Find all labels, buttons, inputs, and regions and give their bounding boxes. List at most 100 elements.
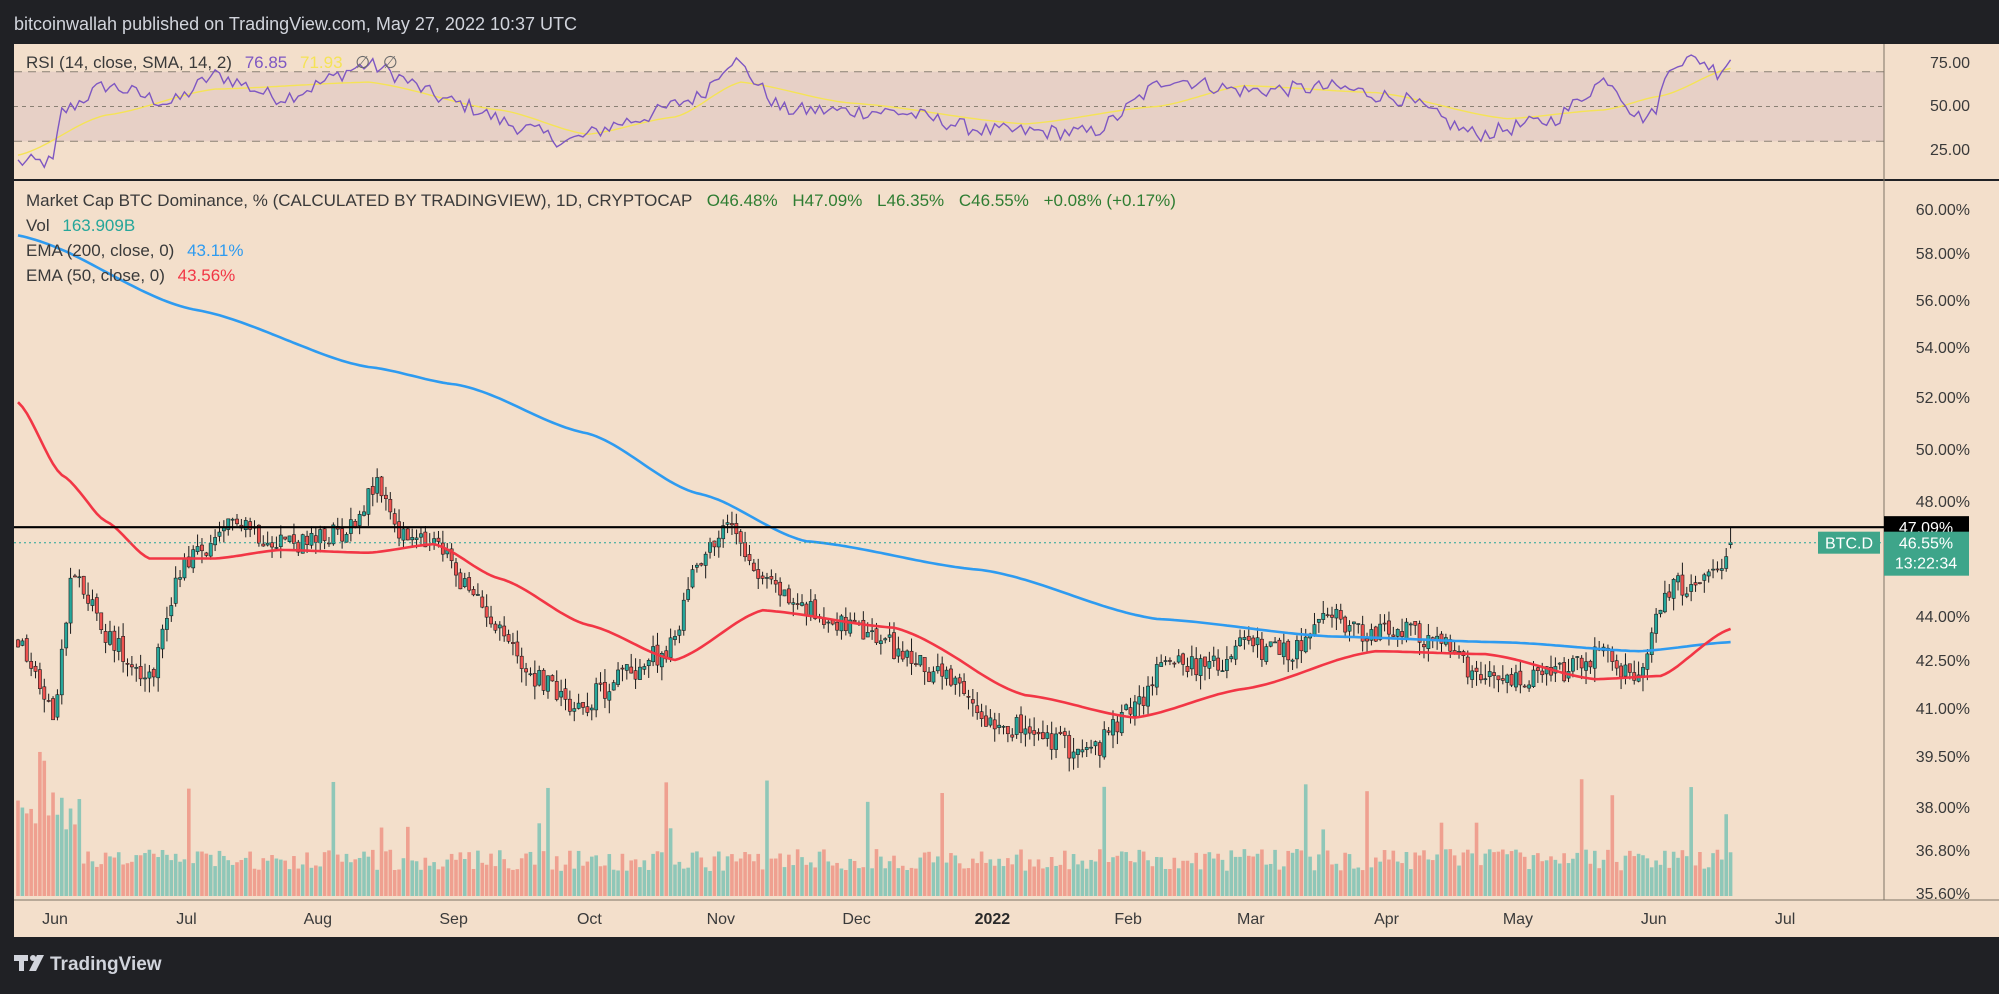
candle-up[interactable] (156, 647, 161, 679)
candle-up[interactable] (1076, 748, 1080, 755)
candle-up[interactable] (988, 717, 993, 726)
ema50-line[interactable] (17, 401, 1732, 719)
candle-up[interactable] (143, 677, 147, 680)
candle-down[interactable] (524, 668, 528, 673)
candle-down[interactable] (1365, 638, 1369, 642)
candle-down[interactable] (506, 634, 511, 642)
candle-up[interactable] (274, 547, 279, 549)
candle-down[interactable] (1387, 620, 1391, 635)
candle-down[interactable] (261, 543, 266, 547)
candle-down[interactable] (484, 606, 489, 618)
candle-down[interactable] (186, 556, 191, 568)
candle-down[interactable] (480, 596, 485, 608)
candle-down[interactable] (33, 665, 38, 672)
candle-up[interactable] (1689, 584, 1694, 592)
candle-down[interactable] (567, 698, 572, 712)
candle-down[interactable] (1417, 623, 1422, 643)
time-axis[interactable]: Jun Jul Aug Sep Oct Nov Dec 2022 Feb Mar Apr May Jun… (42, 911, 1795, 928)
candle-up[interactable] (1159, 662, 1164, 667)
candle-down[interactable] (957, 677, 962, 684)
candle-down[interactable] (1185, 666, 1190, 672)
candle-up[interactable] (108, 631, 112, 645)
candle-down[interactable] (1141, 696, 1146, 706)
candle-down[interactable] (532, 673, 537, 687)
candle-up[interactable] (721, 525, 726, 540)
candle-up[interactable] (165, 618, 169, 630)
candle-up[interactable] (1312, 624, 1317, 636)
candle-up[interactable] (616, 669, 620, 685)
candle-up[interactable] (1408, 623, 1413, 626)
candle-down[interactable] (541, 669, 546, 691)
candle-down[interactable] (86, 594, 90, 604)
candle-up[interactable] (1575, 656, 1580, 658)
candle-up[interactable] (690, 569, 695, 588)
candle-down[interactable] (992, 719, 997, 730)
candle-up[interactable] (134, 667, 139, 669)
candle-up[interactable] (1702, 574, 1707, 581)
candle-up[interactable] (1198, 658, 1203, 676)
candle-up[interactable] (1273, 641, 1277, 644)
candle-up[interactable] (800, 602, 804, 606)
candle-up[interactable] (309, 533, 314, 546)
candle-down[interactable] (305, 535, 309, 545)
candle-down[interactable] (773, 580, 778, 585)
candle-up[interactable] (1527, 684, 1532, 689)
candle-up[interactable] (826, 621, 831, 624)
candle-down[interactable] (99, 612, 104, 631)
candle-down[interactable] (984, 715, 988, 727)
candle-down[interactable] (388, 498, 393, 513)
candle-up[interactable] (208, 543, 213, 557)
candle-up[interactable] (1238, 637, 1242, 647)
candle-up[interactable] (1684, 593, 1689, 597)
candle-down[interactable] (1067, 735, 1072, 759)
candle-down[interactable] (151, 669, 156, 678)
candle-up[interactable] (20, 640, 25, 646)
ema200-line[interactable] (17, 234, 1731, 653)
candle-down[interactable] (1097, 742, 1102, 756)
candle-up[interactable] (1264, 646, 1269, 662)
candle-up[interactable] (419, 533, 423, 538)
price-axis[interactable]: 60.00% 58.00% 56.00% 54.00% 52.00% 50.00% 48.0… (1916, 202, 1970, 903)
candle-up[interactable] (1356, 623, 1361, 625)
candle-up[interactable] (528, 673, 533, 676)
candle-down[interactable] (397, 521, 401, 539)
candle-up[interactable] (169, 605, 174, 617)
candle-down[interactable] (37, 669, 42, 689)
candle-down[interactable] (1172, 662, 1177, 665)
candle-up[interactable] (68, 577, 73, 624)
candle-up[interactable] (1290, 659, 1295, 662)
candle-up[interactable] (116, 638, 121, 652)
candle-down[interactable] (24, 638, 29, 662)
candle-up[interactable] (1084, 747, 1089, 750)
candle-up[interactable] (318, 529, 323, 544)
candle-down[interactable] (760, 575, 765, 579)
candle-up[interactable] (1352, 621, 1356, 625)
candle-up[interactable] (1124, 704, 1129, 710)
candle-up[interactable] (1378, 623, 1383, 640)
candle-up[interactable] (77, 576, 82, 579)
candle-down[interactable] (370, 486, 375, 495)
candle-down[interactable] (256, 524, 261, 544)
candle-up[interactable] (1557, 662, 1562, 665)
candle-down[interactable] (830, 620, 835, 625)
candle-down[interactable] (313, 535, 318, 543)
candle-up[interactable] (55, 694, 60, 718)
candle-up[interactable] (1154, 664, 1159, 688)
candle-up[interactable] (1014, 717, 1019, 735)
candle-up[interactable] (1584, 661, 1588, 671)
candle-up[interactable] (160, 628, 165, 650)
candle-up[interactable] (64, 622, 69, 649)
candle-up[interactable] (1592, 646, 1597, 669)
candle-down[interactable] (835, 621, 839, 631)
candle-up[interactable] (878, 640, 883, 645)
candle-down[interactable] (1115, 721, 1120, 733)
candle-down[interactable] (405, 528, 410, 541)
candle-down[interactable] (603, 681, 607, 699)
candle-up[interactable] (1137, 696, 1142, 705)
candle-up[interactable] (410, 537, 415, 541)
candle-down[interactable] (949, 668, 953, 686)
candle-down[interactable] (125, 662, 130, 665)
candle-up[interactable] (217, 531, 222, 537)
candle-up[interactable] (1671, 579, 1676, 599)
candle-down[interactable] (581, 702, 585, 708)
